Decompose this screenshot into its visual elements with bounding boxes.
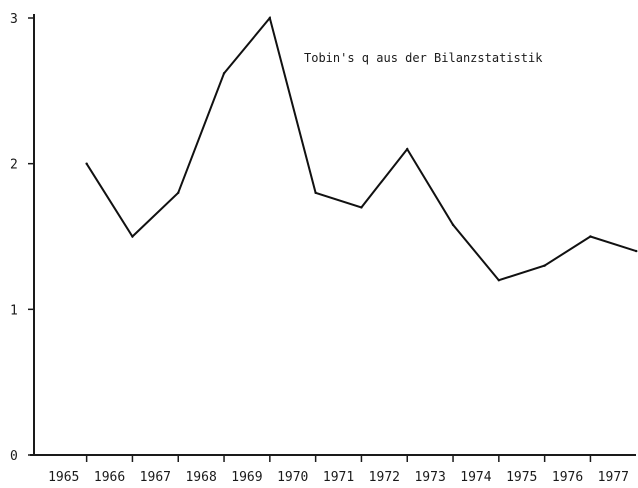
x-tick-label-1970: 1970 bbox=[277, 470, 308, 485]
data-point-0 bbox=[85, 162, 88, 165]
x-tick-label-1971: 1971 bbox=[323, 470, 354, 485]
axes bbox=[30, 14, 636, 456]
x-tick-label-1967: 1967 bbox=[140, 470, 171, 485]
x-ticks: 1965 1966 1967 1968 1969 1970 1971 1972 1973 1974… bbox=[48, 455, 629, 485]
y-tick-label-1: 1 bbox=[10, 303, 18, 318]
data-point-1 bbox=[131, 235, 134, 238]
x-tick-label-1965: 1965 bbox=[48, 470, 79, 485]
x-tick-label-1975: 1975 bbox=[506, 470, 537, 485]
y-tick-label-3: 3 bbox=[10, 12, 18, 27]
data-point-12 bbox=[635, 249, 638, 253]
x-tick-label-1966: 1966 bbox=[94, 470, 125, 485]
data-point-3 bbox=[222, 72, 226, 75]
data-point-7 bbox=[406, 147, 409, 151]
x-tick-label-1976: 1976 bbox=[552, 470, 583, 485]
data-point-5 bbox=[314, 191, 317, 194]
x-tick-label-1968: 1968 bbox=[185, 470, 216, 485]
x-tick-label-1974: 1974 bbox=[460, 470, 491, 485]
y-tick-label-2: 2 bbox=[10, 158, 18, 173]
x-tick-label-1972: 1972 bbox=[369, 470, 400, 485]
y-tick-label-0: 0 bbox=[10, 449, 18, 464]
data-point-6 bbox=[360, 206, 363, 209]
data-point-8 bbox=[451, 223, 455, 227]
series-layer bbox=[85, 15, 638, 282]
data-point-9 bbox=[497, 279, 501, 282]
y-ticks: 0 1 2 3 bbox=[10, 12, 34, 464]
x-tick-label-1969: 1969 bbox=[231, 470, 262, 485]
data-point-2 bbox=[177, 191, 180, 194]
x-tick-label-1977: 1977 bbox=[598, 470, 629, 485]
data-point-11 bbox=[589, 235, 592, 238]
data-point-4 bbox=[268, 16, 272, 20]
x-tick-label-1973: 1973 bbox=[414, 470, 445, 485]
chart-annotation: Tobin's q aus der Bilanzstatistik bbox=[304, 51, 543, 65]
data-point-10 bbox=[543, 264, 546, 267]
